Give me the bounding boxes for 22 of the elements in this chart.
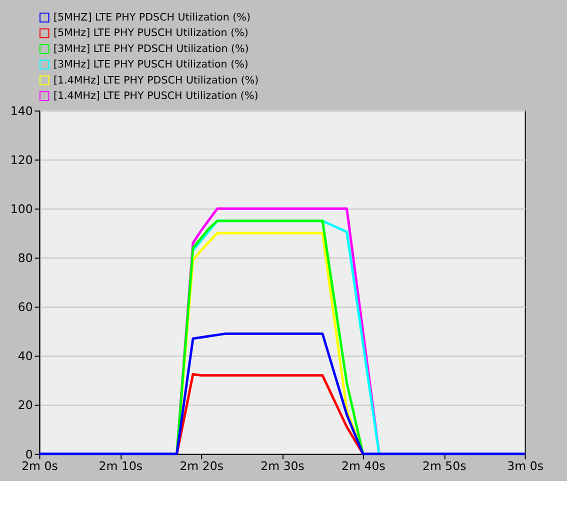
x-tick-label: 2m 40s xyxy=(342,459,386,474)
y-tick-label: 80 xyxy=(18,251,33,266)
legend-label: [5MHz] LTE PHY PUSCH Utilization (%) xyxy=(53,27,248,40)
y-tick-label: 60 xyxy=(18,300,33,314)
x-tick-label: 2m 50s xyxy=(422,459,466,474)
y-tick-label: 20 xyxy=(18,398,33,412)
x-tick-label: 2m 20s xyxy=(180,459,224,474)
legend-label: [3MHz] LTE PHY PDSCH Utilization (%) xyxy=(53,42,249,55)
legend-label: [1.4MHz] LTE PHY PDSCH Utilization (%) xyxy=(53,74,259,86)
legend-label: [5MHZ] LTE PHY PDSCH Utilization (%) xyxy=(53,12,250,24)
x-tick-label: 2m 30s xyxy=(260,459,304,474)
y-tick-label: 40 xyxy=(18,349,33,364)
x-tick-label: 2m 0s xyxy=(22,459,58,474)
legend-label: [3MHz] LTE PHY PUSCH Utilization (%) xyxy=(53,58,248,71)
line-series xyxy=(176,372,364,456)
x-tick-label: 3m 0s xyxy=(507,459,544,474)
y-tick-label: 100 xyxy=(10,202,33,216)
legend-label: [1.4MHz] LTE PHY PUSCH Utilization (%) xyxy=(53,90,258,102)
y-tick-label: 0 xyxy=(25,447,33,462)
x-tick-label: 2m 10s xyxy=(98,459,143,474)
y-tick-label: 120 xyxy=(10,152,33,167)
y-tick-label: 140 xyxy=(10,104,33,118)
